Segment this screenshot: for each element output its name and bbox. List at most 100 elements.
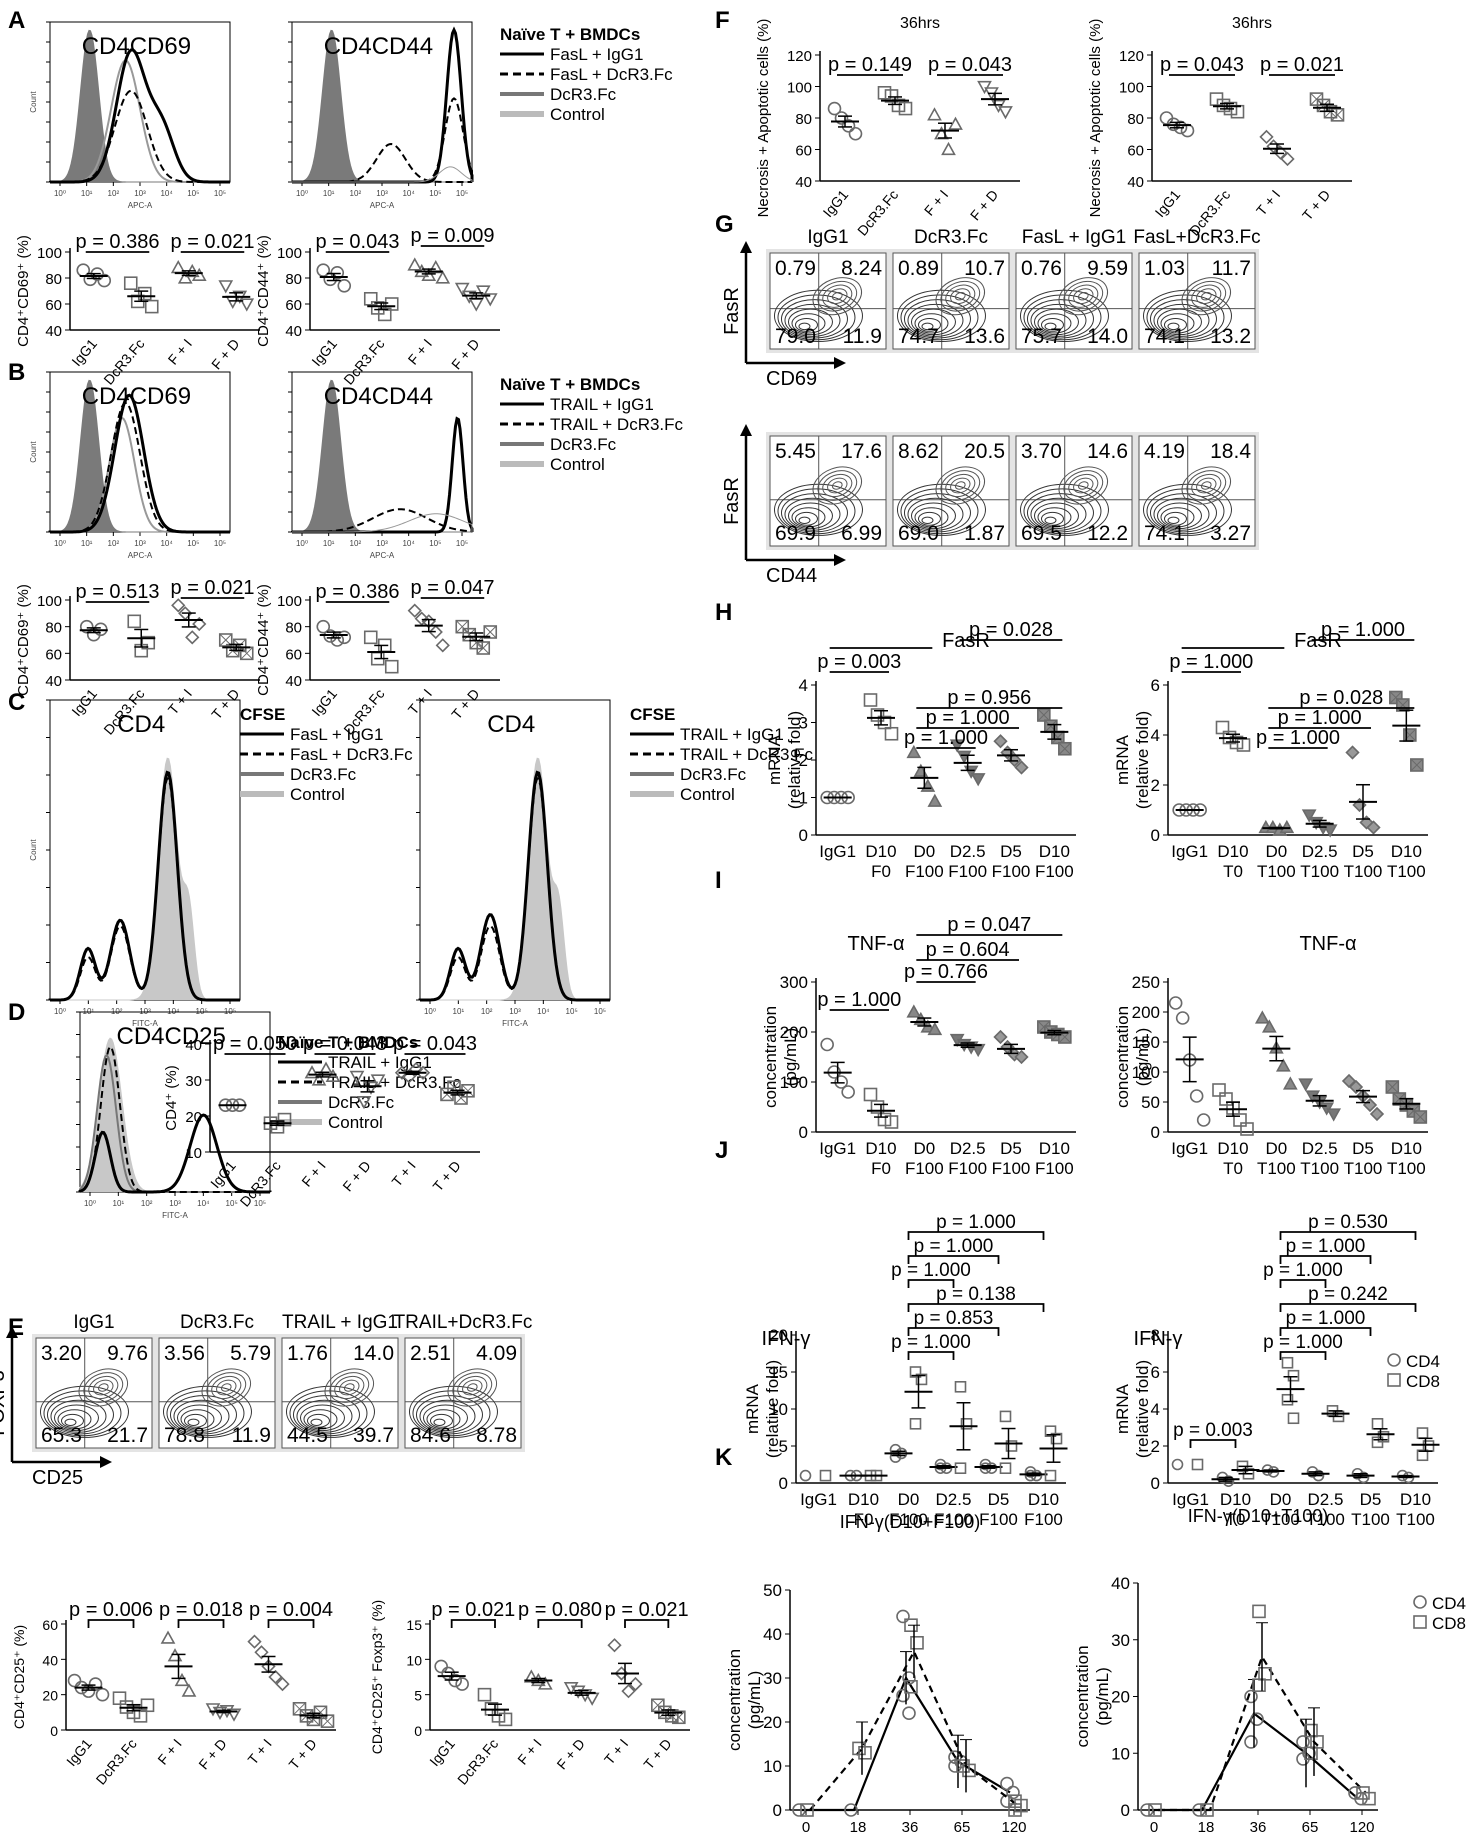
contour-line (220, 1383, 232, 1392)
quadrant-value: 74.1 (1144, 522, 1185, 545)
data-point (954, 1381, 967, 1393)
category-label: IgG1 (1171, 1139, 1208, 1158)
data-point (993, 1029, 1008, 1045)
contour-line (1156, 308, 1202, 336)
category-label: IgG1 (819, 1139, 856, 1158)
p-value: p = 0.604 (926, 939, 1010, 961)
data-point (140, 1698, 155, 1713)
arrow-head (740, 241, 752, 253)
legend-heading: CFSE (240, 705, 285, 724)
contour-line (1142, 289, 1232, 342)
contour-line (43, 1390, 122, 1437)
p-value: p = 1.000 (926, 707, 1010, 729)
x-tick-label: 18 (1198, 1819, 1215, 1836)
category-label: T100 (1387, 862, 1426, 881)
data-point (884, 726, 899, 741)
y-tick-label: 0 (1151, 826, 1160, 845)
data-point (304, 1065, 320, 1079)
contour-line (1044, 322, 1057, 331)
contour-line (343, 1383, 355, 1392)
contour-line (1146, 488, 1225, 535)
y-axis-label: Count (29, 91, 38, 113)
contour-line (945, 473, 976, 498)
contour-line (303, 1409, 338, 1430)
x-tick-label: 10⁵ (429, 539, 441, 548)
category-label: T + D (1299, 187, 1333, 224)
contour-line (457, 1375, 488, 1400)
contour-line (180, 1409, 215, 1430)
contour-line (1019, 289, 1109, 342)
x-tick-label: 10³ (376, 189, 388, 198)
panel-label-J: J (715, 1137, 728, 1164)
y-axis-label: CD4⁺CD69⁺ (%) (15, 235, 32, 347)
data-point (1148, 1803, 1162, 1817)
data-point (174, 1672, 190, 1687)
contour-line (1037, 507, 1072, 528)
quadrant-value: 8.62 (898, 440, 939, 463)
p-bracket (87, 1619, 135, 1628)
x-tick-label: 10⁴ (197, 1199, 210, 1208)
p-value: p = 0.043 (928, 54, 1012, 76)
quadrant-value: 69.5 (1021, 522, 1062, 545)
data-point (434, 1659, 448, 1674)
dot-plot-F-scatter-1: 40 60 80 100 120 IgG1 DcR3.Fc F + I F + D Necrosi… (755, 15, 1020, 239)
p-value: p = 0.021 (1260, 54, 1344, 76)
x-tick-label: 0 (1150, 1819, 1158, 1836)
legend-label: Control (550, 455, 605, 474)
y-axis-label: Count (29, 839, 38, 861)
data-point-cross (455, 620, 469, 634)
data-point (1254, 1010, 1270, 1024)
contour-line (910, 502, 956, 530)
data-point (1050, 1432, 1063, 1445)
x-tick-label: 10¹ (81, 539, 93, 548)
flow-x-label: CD69 (766, 368, 817, 390)
data-point (1369, 1106, 1385, 1122)
flow-plot: 3.56 5.79 78.8 11.9 DcR3.Fc (155, 1312, 279, 1452)
y-axis-label: CD4⁺CD25⁺ Foxp3⁺ (%) (369, 1600, 385, 1754)
y-tick-label: 15 (406, 1617, 422, 1633)
data-point (792, 1803, 806, 1817)
contour-line (1023, 294, 1102, 341)
data-point (1413, 1595, 1427, 1609)
x-tick-label: 10⁵ (214, 189, 226, 198)
x-tick-label: 10¹ (323, 189, 335, 198)
data-point (834, 1075, 848, 1089)
category-label: IgG1 (1152, 186, 1184, 220)
y-tick-label: 30 (763, 1669, 782, 1688)
quadrant-value: 9.76 (107, 1342, 148, 1365)
data-point (834, 111, 849, 125)
data-point-cross (672, 1710, 686, 1724)
category-label: D10 (1391, 842, 1422, 861)
p-bracket (177, 1619, 225, 1628)
x-tick-label: 10⁰ (54, 189, 66, 198)
y-tick-label: 20 (769, 1326, 788, 1345)
data-point (316, 619, 331, 634)
y-axis-label: concentration (1113, 1006, 1132, 1108)
p-bracket (907, 1279, 955, 1288)
contour-line (1153, 497, 1210, 531)
data-point (979, 1458, 992, 1471)
data-point-cross (1406, 1104, 1420, 1118)
data-point (1326, 1108, 1342, 1122)
category-label: D0 (913, 842, 935, 861)
data-point (819, 1469, 832, 1482)
data-point (827, 101, 842, 116)
quadrant-value: 4.19 (1144, 440, 1185, 463)
x-tick-label: 10⁵ (187, 189, 199, 198)
category-label: F + D (553, 1736, 588, 1773)
flow-plot-title: TRAIL+DcR3.Fc (394, 1312, 533, 1333)
data-point (1140, 1803, 1154, 1817)
y-tick-label: 5 (414, 1688, 422, 1704)
arrow-head (6, 1326, 18, 1338)
data-point (1233, 1113, 1247, 1127)
contour-line (896, 289, 986, 342)
contour-line (1200, 481, 1212, 490)
panel-label-I: I (715, 867, 722, 894)
category-label: DcR3.Fc (340, 336, 387, 388)
data-point (1000, 1776, 1014, 1791)
p-bracket (1279, 1351, 1327, 1360)
p-value: p = 0.149 (828, 54, 912, 76)
legend-label: CD4 (1406, 1352, 1440, 1371)
data-point (563, 1682, 579, 1696)
